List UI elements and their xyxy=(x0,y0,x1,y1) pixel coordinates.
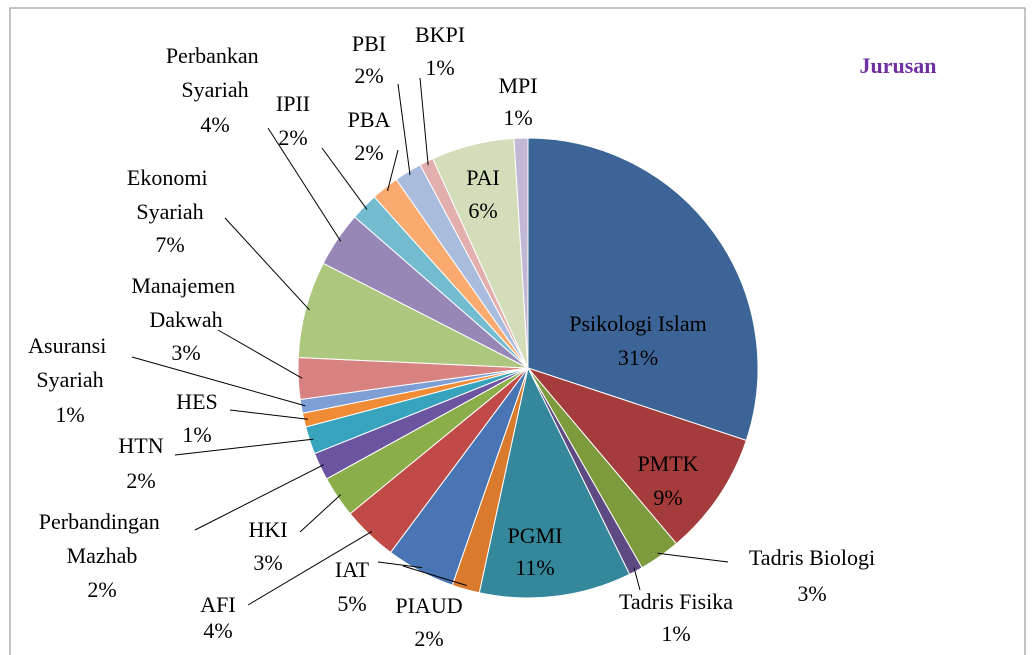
category-label: Manajemen Dakwah xyxy=(131,273,240,332)
leader-line xyxy=(131,356,306,407)
category-label: HES xyxy=(176,389,218,414)
value-label: 1% xyxy=(182,422,211,447)
value-label: 4% xyxy=(200,112,229,137)
category-label: IAT xyxy=(335,557,370,582)
value-label: 2% xyxy=(354,140,383,165)
pie-slice xyxy=(527,137,759,442)
leader-line xyxy=(247,530,373,606)
value-label: 1% xyxy=(55,402,84,427)
category-label: PMTK xyxy=(637,451,698,476)
category-label: PBI xyxy=(352,31,386,56)
leader-line xyxy=(217,329,303,379)
leader-line xyxy=(174,438,314,456)
category-label: BKPI xyxy=(415,22,465,47)
category-label: IPII xyxy=(276,91,310,116)
category-label: Ekonomi Syariah xyxy=(127,165,213,224)
category-label: AFI xyxy=(200,592,235,617)
category-label: PBA xyxy=(348,107,391,132)
pie-slice xyxy=(526,366,747,545)
value-label: 6% xyxy=(468,198,497,223)
chart-title: Jurusan xyxy=(859,53,936,78)
value-label: 9% xyxy=(653,485,682,510)
value-label: 2% xyxy=(354,63,383,88)
value-label: 7% xyxy=(155,232,184,257)
pie-slice xyxy=(513,137,529,369)
category-label: PAI xyxy=(466,165,499,190)
leader-line xyxy=(267,127,342,242)
value-label: 3% xyxy=(171,340,200,365)
category-label: Perbankan Syariah xyxy=(166,43,264,102)
value-label: 1% xyxy=(425,55,454,80)
leader-line xyxy=(299,494,342,533)
value-label: 2% xyxy=(414,626,443,651)
leader-line xyxy=(402,565,467,587)
value-label: 1% xyxy=(503,105,532,130)
category-label: Psikologi Islam xyxy=(569,311,707,336)
value-label: 5% xyxy=(337,591,366,616)
value-label: 2% xyxy=(126,468,155,493)
pie-slice xyxy=(478,366,631,599)
leader-line xyxy=(377,561,423,569)
leader-line xyxy=(224,217,310,311)
value-label: 1% xyxy=(661,621,690,646)
category-label: PGMI xyxy=(507,523,562,548)
category-label: HKI xyxy=(248,517,287,542)
category-label: Tadris Fisika xyxy=(619,589,733,614)
category-label: Asuransi Syariah xyxy=(28,333,112,392)
leader-line xyxy=(419,77,429,166)
leader-line xyxy=(229,409,308,420)
value-label: 2% xyxy=(278,125,307,150)
leader-line xyxy=(657,552,729,563)
value-label: 3% xyxy=(797,581,826,606)
leader-line xyxy=(194,464,324,531)
value-label: 3% xyxy=(253,550,282,575)
value-label: 11% xyxy=(515,555,555,580)
value-label: 2% xyxy=(87,577,116,602)
category-label: PIAUD xyxy=(395,593,462,618)
leader-line xyxy=(386,149,399,192)
value-label: 31% xyxy=(618,345,658,370)
leader-line xyxy=(633,567,641,591)
leader-line xyxy=(321,147,368,210)
category-label: Tadris Biologi xyxy=(749,545,875,570)
leader-line xyxy=(397,83,411,176)
category-label: MPI xyxy=(498,73,537,98)
category-label: Perbandingan Mazhab xyxy=(39,509,165,568)
category-label: HTN xyxy=(118,433,163,458)
value-label: 4% xyxy=(203,618,232,643)
